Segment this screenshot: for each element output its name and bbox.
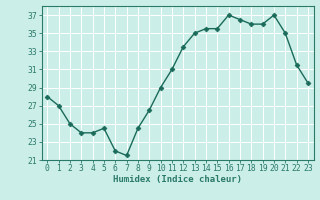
X-axis label: Humidex (Indice chaleur): Humidex (Indice chaleur) bbox=[113, 175, 242, 184]
